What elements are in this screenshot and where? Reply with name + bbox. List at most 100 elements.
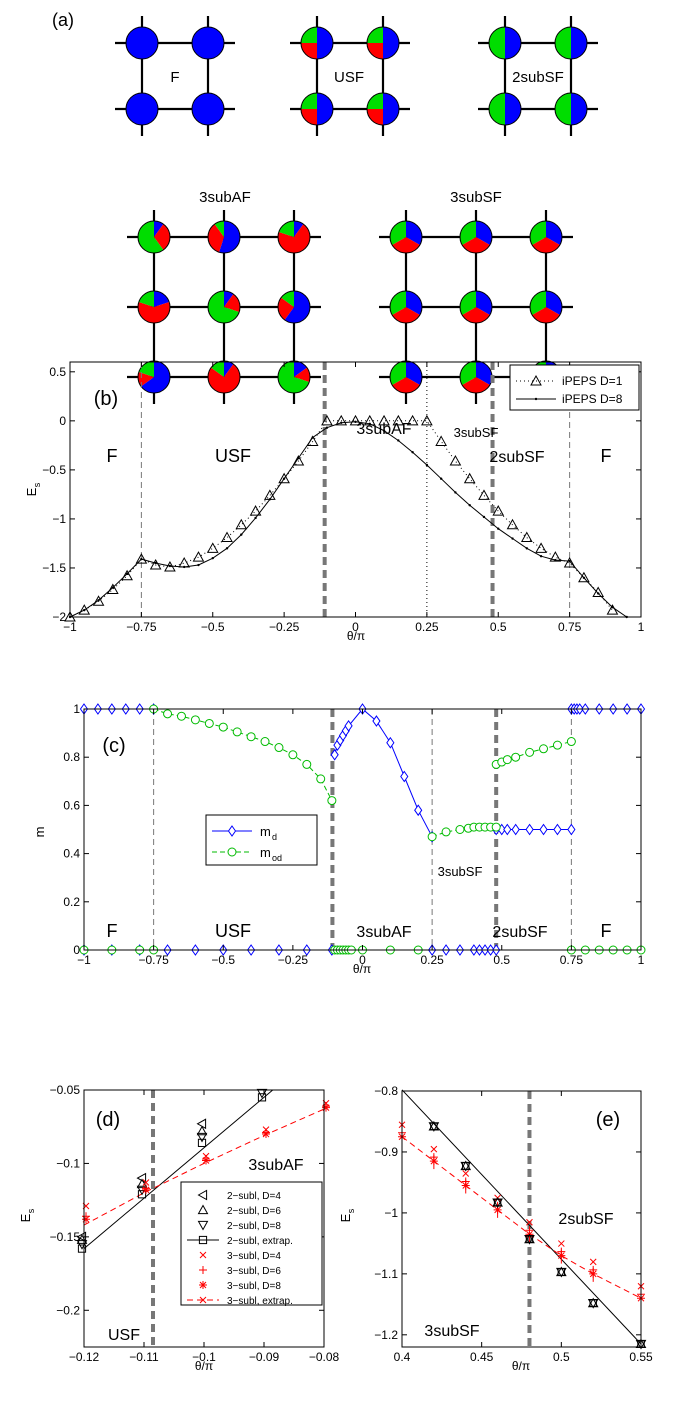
- pie-slice: [154, 221, 164, 237]
- pie-slice: [301, 27, 317, 43]
- data-point-dot: [183, 565, 186, 569]
- data-point-circle: [274, 743, 284, 753]
- pie-slice: [192, 27, 224, 59]
- pie-slice: [138, 221, 164, 253]
- site-pie: [554, 92, 588, 126]
- data-point-triangle: [136, 1178, 148, 1189]
- data-point-dot: [425, 463, 429, 467]
- data-point-star: [322, 1103, 330, 1112]
- pie-outline: [366, 26, 400, 60]
- data-point-x: [199, 1296, 207, 1304]
- y-axis-label: E: [338, 1213, 353, 1222]
- legend-label-sub: d: [272, 832, 277, 842]
- panel-label: (d): [96, 1109, 120, 1131]
- x-axis-label: θ/π: [195, 1359, 213, 1373]
- legend-label: 2−subl, D=4: [227, 1191, 281, 1202]
- lattice-label: 3subSF: [450, 189, 502, 206]
- data-point-dot: [225, 547, 229, 550]
- x-tick-label: 0.5: [493, 953, 510, 967]
- data-point-circle: [327, 796, 337, 806]
- data-point-circle: [288, 750, 298, 760]
- data-point-dot: [368, 422, 371, 425]
- y-tick-label: −0.05: [50, 1083, 81, 1097]
- x-tick-label: 1: [638, 953, 645, 967]
- pie-slice: [367, 43, 383, 59]
- pie-outline: [389, 220, 423, 254]
- data-point-circle: [441, 827, 451, 837]
- site-pie: [529, 220, 563, 254]
- pie-outline: [125, 92, 159, 126]
- y-tick-label: −0.9: [374, 1145, 398, 1159]
- pie-slice: [555, 27, 571, 59]
- data-point-circle: [316, 774, 326, 784]
- site-pie: [191, 26, 225, 60]
- data-point-diamond: [330, 748, 339, 761]
- data-point-dot: [454, 491, 457, 494]
- pie-outline: [488, 92, 522, 126]
- y-axis-label: E: [18, 1213, 33, 1222]
- data-point-star: [82, 1215, 90, 1224]
- site-pie: [488, 92, 522, 126]
- data-point-circle: [218, 722, 228, 732]
- pie-outline: [529, 220, 563, 254]
- y-tick-label: 0: [59, 414, 66, 428]
- panel-label: (c): [102, 735, 125, 757]
- data-point-dot: [534, 397, 538, 401]
- data-point-circle: [539, 744, 549, 754]
- phase-label: 3subAF: [248, 1157, 303, 1174]
- data-point-circle: [552, 740, 562, 750]
- pie-slice: [126, 27, 158, 59]
- data-point-diamond: [539, 823, 548, 836]
- data-point-circle: [491, 822, 501, 832]
- data-point-triangle: [192, 551, 205, 562]
- pie-slice: [278, 221, 294, 237]
- data-point-dot: [197, 563, 200, 567]
- data-point-square: [589, 1299, 597, 1307]
- phase-label: 3subAF: [356, 924, 411, 941]
- panel-e-zoom-chart: 0.4 0.45 0.5 0.55 −0.8 −0.9 −1 −1.1 −1.2 θ/π Es (e)…: [338, 1084, 653, 1373]
- pie-slice: [317, 27, 333, 59]
- pie-slice: [208, 364, 240, 393]
- site-pie: [459, 220, 493, 254]
- y-tick-label: −0.8: [374, 1084, 398, 1098]
- legend-label: m: [260, 824, 271, 839]
- pie-slice: [505, 93, 521, 125]
- pie-slice: [294, 367, 310, 382]
- pie-slice: [281, 291, 294, 307]
- pie-slice: [138, 291, 154, 307]
- phase-label: USF: [215, 921, 251, 941]
- data-point-circle: [566, 737, 576, 747]
- data-point-triangle: [92, 595, 105, 606]
- series-line-d8: [69, 421, 627, 618]
- pie-outline: [277, 220, 311, 254]
- series-line-mod: [496, 741, 572, 765]
- extrap-line-3subl: [401, 1136, 642, 1299]
- series-line-d1: [69, 420, 613, 618]
- legend: iPEPS D=1 iPEPS D=8: [509, 364, 640, 411]
- legend-label: 2−subl, D=6: [227, 1206, 281, 1217]
- x-tick-label: 0.75: [560, 953, 584, 967]
- pie-slice: [383, 93, 399, 125]
- y-tick-label: 0.8: [63, 750, 80, 764]
- data-point-triangle-left: [197, 1189, 208, 1201]
- data-point-dot: [511, 537, 514, 540]
- legend-label: 2−subl, D=8: [227, 1221, 281, 1232]
- data-point-square: [430, 1122, 438, 1131]
- pie-slice: [211, 361, 224, 377]
- y-tick-label: −1.5: [42, 561, 66, 575]
- data-point-star: [199, 1281, 207, 1289]
- y-tick-label: 0.4: [63, 847, 80, 861]
- x-tick-label: −0.5: [201, 620, 225, 634]
- legend-box: [509, 364, 640, 411]
- phase-label: F: [107, 446, 118, 466]
- data-point-dot: [582, 576, 586, 579]
- data-point-dot: [211, 556, 214, 560]
- data-point-triangle: [197, 1204, 209, 1215]
- pie-outline: [488, 26, 522, 60]
- phase-label: 3subSF: [424, 1323, 479, 1340]
- extrap-line-2subl: [401, 1089, 642, 1345]
- data-point-dot: [154, 561, 157, 565]
- y-tick-label: 0.5: [49, 365, 66, 379]
- legend-label: 3−subl, D=8: [227, 1281, 281, 1292]
- data-point-square: [257, 1093, 267, 1102]
